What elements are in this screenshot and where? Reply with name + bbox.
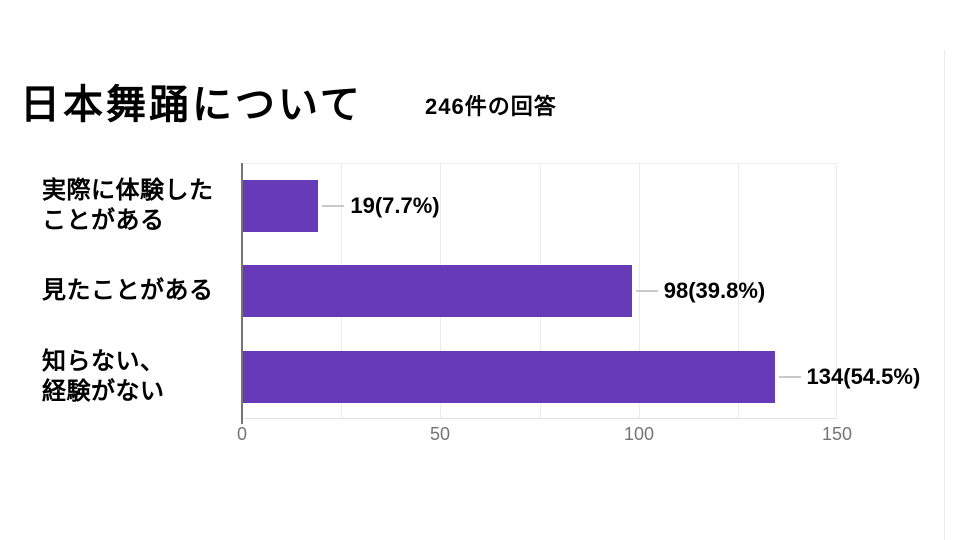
category-label: 見たことがある bbox=[42, 276, 214, 304]
value-label: 134(54.5%) bbox=[806, 364, 921, 389]
bar-row: 知らない、 経験がない 134(54.5%) bbox=[0, 334, 960, 419]
x-tick-label: 100 bbox=[623, 424, 655, 444]
bar-area: 98(39.8%) bbox=[243, 248, 838, 333]
x-axis: 0 50 100 150 bbox=[0, 424, 960, 446]
canvas-edge-divider bbox=[944, 50, 945, 540]
bar-area: 134(54.5%) bbox=[243, 334, 920, 419]
gridline-125 bbox=[737, 164, 739, 418]
bar bbox=[243, 180, 319, 232]
response-count: 246件の回答 bbox=[425, 94, 557, 119]
gridline-150 bbox=[835, 164, 837, 418]
chart-title: 日本舞踊について bbox=[20, 83, 363, 127]
bar-area: 19(7.7%) bbox=[243, 163, 838, 248]
leader-line bbox=[778, 376, 801, 378]
value-label: 19(7.7%) bbox=[350, 193, 440, 218]
x-tick-label: 0 bbox=[236, 424, 248, 444]
bar bbox=[243, 351, 775, 403]
bar bbox=[243, 265, 632, 317]
x-tick-label: 150 bbox=[821, 424, 853, 444]
bar-row: 見たことがある 98(39.8%) bbox=[0, 248, 960, 333]
value-label: 98(39.8%) bbox=[663, 278, 766, 303]
category-label: 実際に体験した ことがある bbox=[42, 176, 214, 234]
x-tick-label: 50 bbox=[429, 424, 451, 444]
leader-line bbox=[635, 290, 658, 292]
leader-line bbox=[322, 205, 345, 207]
category-label: 知らない、 経験がない bbox=[42, 347, 165, 405]
y-axis-baseline bbox=[241, 163, 243, 424]
bar-row: 実際に体験した ことがある 19(7.7%) bbox=[0, 163, 960, 248]
